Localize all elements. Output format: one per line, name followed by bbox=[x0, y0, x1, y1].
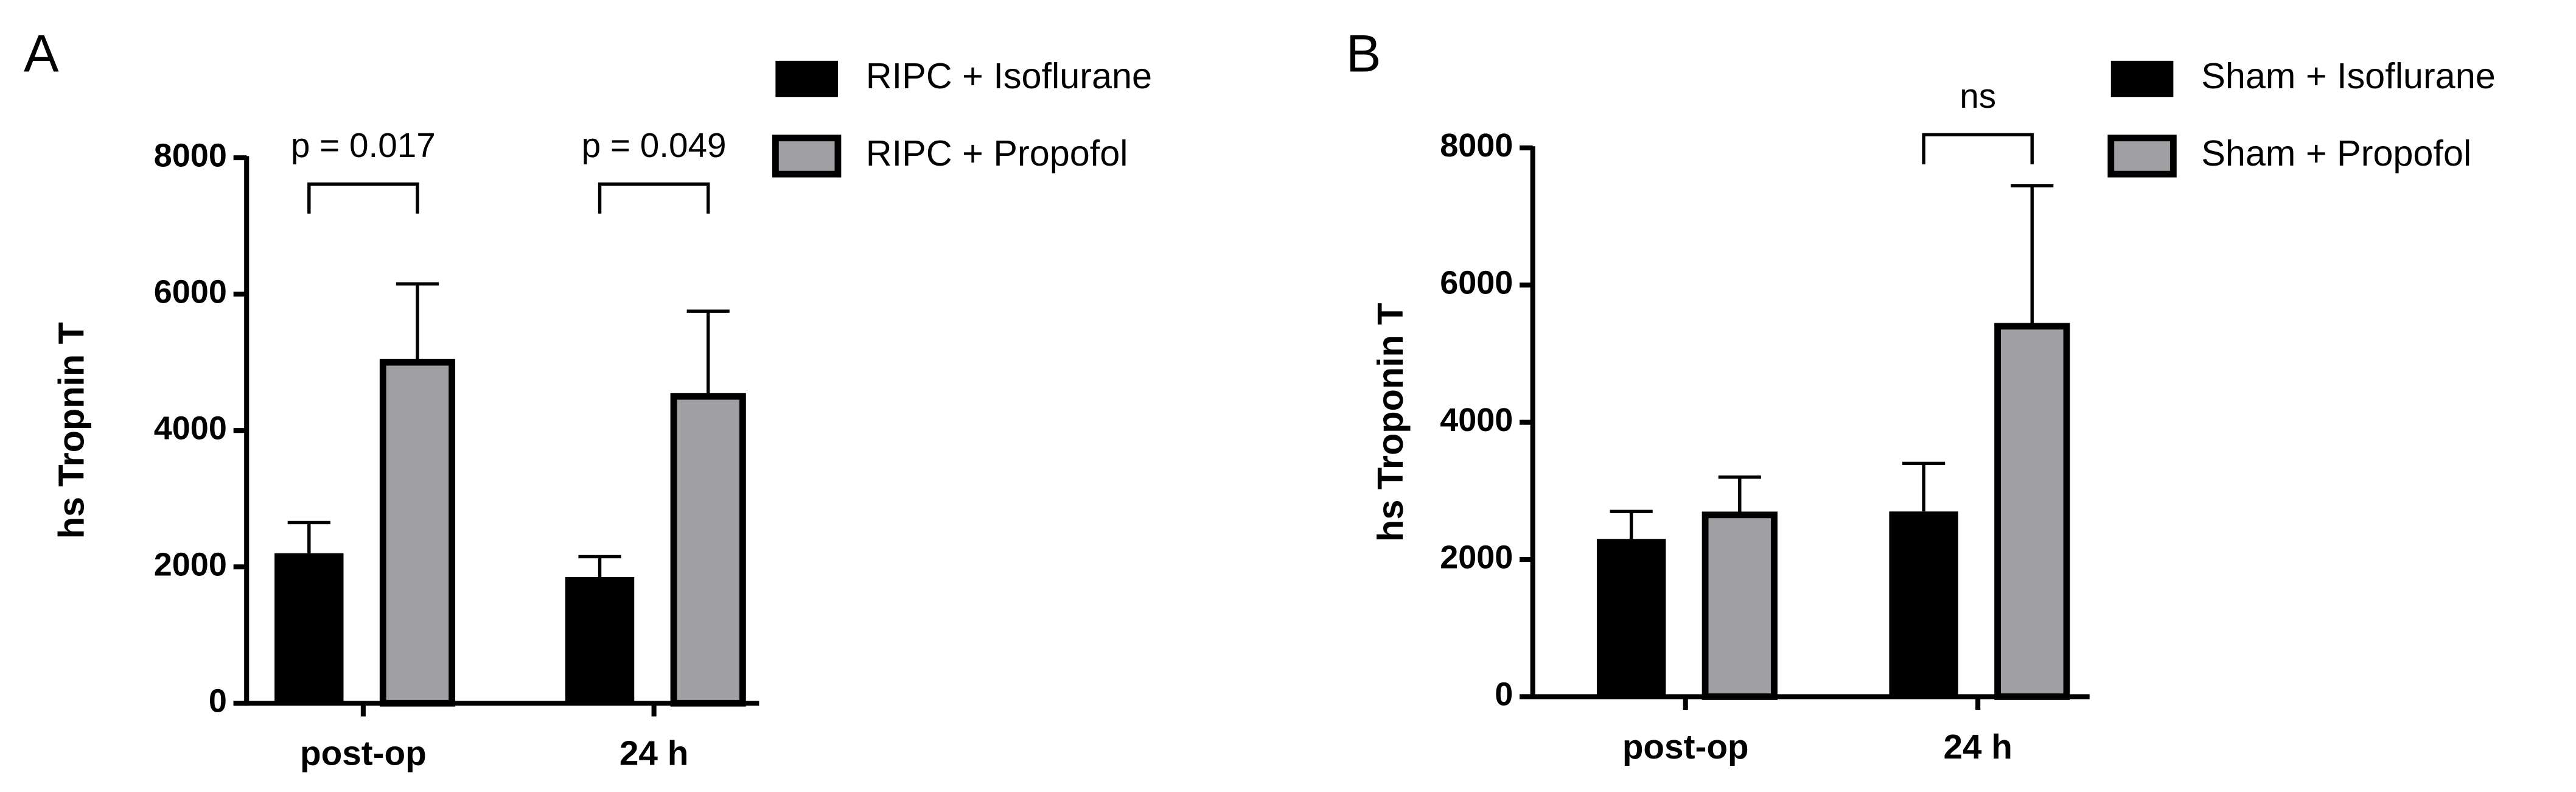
x-tick-label: post-op bbox=[1622, 728, 1749, 766]
panel-label: B bbox=[1346, 24, 1381, 83]
bar bbox=[1596, 539, 1666, 697]
y-tick-label: 4000 bbox=[1440, 402, 1513, 438]
y-tick-label: 0 bbox=[1495, 676, 1513, 713]
y-tick-label: 6000 bbox=[1440, 265, 1513, 301]
y-axis-label: hs Troponin T bbox=[1370, 303, 1411, 541]
bar bbox=[1702, 511, 1778, 700]
bar bbox=[565, 577, 635, 704]
y-axis-label: hs Tropnin T bbox=[51, 322, 92, 539]
x-tick-label: post-op bbox=[300, 735, 427, 773]
y-tick-label: 2000 bbox=[1440, 539, 1513, 575]
legend-label: Sham + Isoflurane bbox=[2201, 55, 2496, 96]
y-tick-label: 0 bbox=[209, 683, 227, 720]
significance-label: ns bbox=[1960, 77, 1996, 116]
legend-label: RIPC + Propofol bbox=[866, 133, 1128, 173]
x-tick-label: 24 h bbox=[1943, 728, 2012, 766]
significance-label: p = 0.049 bbox=[582, 127, 727, 165]
legend-label: RIPC + Isoflurane bbox=[866, 55, 1152, 96]
bar bbox=[1889, 511, 1958, 697]
significance-bracket bbox=[1922, 133, 2034, 164]
x-tick-label: 24 h bbox=[620, 735, 688, 773]
y-tick-label: 2000 bbox=[154, 546, 227, 583]
legend-swatch bbox=[2110, 60, 2174, 97]
significance-bracket bbox=[598, 182, 710, 214]
legend-swatch bbox=[772, 135, 842, 178]
legend-label: Sham + Propofol bbox=[2201, 133, 2471, 173]
bar bbox=[379, 359, 456, 707]
y-tick-label: 6000 bbox=[154, 273, 227, 310]
bar bbox=[1994, 323, 2070, 700]
legend-swatch bbox=[775, 60, 838, 97]
bar bbox=[670, 393, 746, 707]
significance-bracket bbox=[307, 182, 419, 214]
y-tick-label: 8000 bbox=[1440, 127, 1513, 164]
bar bbox=[274, 553, 344, 704]
legend-swatch bbox=[2107, 135, 2177, 178]
y-tick-label: 4000 bbox=[154, 410, 227, 446]
y-tick-label: 8000 bbox=[154, 137, 227, 173]
significance-label: p = 0.017 bbox=[291, 127, 436, 165]
panel-label: A bbox=[24, 24, 59, 83]
